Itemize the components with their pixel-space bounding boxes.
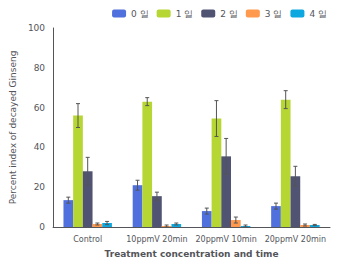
svg-text:60: 60 — [34, 103, 46, 113]
svg-text:Percent index of decayed Ginse: Percent index of decayed Ginseng — [8, 51, 18, 205]
svg-text:80: 80 — [34, 63, 46, 73]
svg-text:0 일: 0 일 — [131, 9, 149, 19]
svg-text:10ppmV 20min: 10ppmV 20min — [126, 235, 187, 244]
svg-text:20: 20 — [34, 182, 46, 192]
svg-text:1 일: 1 일 — [176, 9, 194, 19]
svg-text:3 일: 3 일 — [265, 9, 283, 19]
svg-text:100: 100 — [28, 23, 45, 33]
svg-text:0: 0 — [39, 222, 45, 232]
svg-text:4 일: 4 일 — [309, 9, 327, 19]
svg-text:Treatment concentration and ti: Treatment concentration and time — [105, 249, 279, 259]
svg-text:20ppmV 20min: 20ppmV 20min — [265, 235, 326, 244]
svg-text:20ppmV 10min: 20ppmV 10min — [195, 235, 256, 244]
svg-text:Control: Control — [73, 235, 102, 244]
svg-text:40: 40 — [34, 142, 46, 152]
svg-text:2 일: 2 일 — [220, 9, 238, 19]
